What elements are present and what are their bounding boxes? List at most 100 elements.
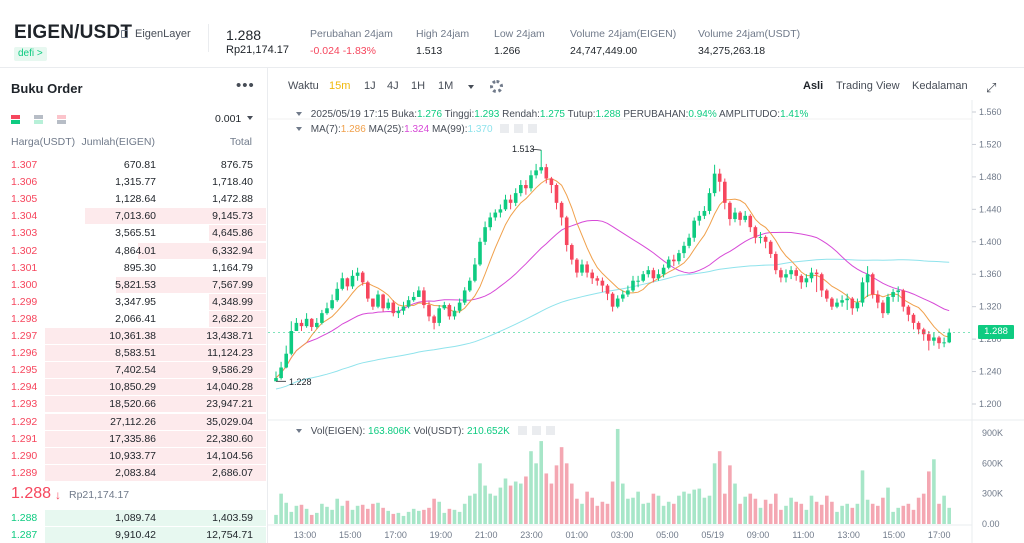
ask-row[interactable]: 1.290 10,933.77 14,104.56 bbox=[0, 447, 268, 464]
candle-body bbox=[840, 300, 844, 303]
candle-body bbox=[717, 173, 722, 182]
row-amount: 3,565.51 bbox=[115, 227, 156, 240]
expand-icon[interactable]: ⤢ bbox=[986, 80, 997, 95]
ask-row[interactable]: 1.302 4,864.01 6,332.94 bbox=[0, 242, 268, 259]
candle-body bbox=[345, 278, 350, 287]
candle-body bbox=[615, 298, 620, 307]
interval-4j[interactable]: 4J bbox=[387, 80, 399, 92]
more-horizontal-icon[interactable]: ••• bbox=[236, 77, 255, 94]
candlestick-chart[interactable]: 1.560 1.520 1.480 1.440 1.400 1.360 1.320 1.280… bbox=[268, 100, 1024, 543]
candle-body bbox=[677, 253, 681, 262]
close-icon[interactable] bbox=[528, 124, 538, 133]
volume-bar bbox=[646, 502, 651, 524]
volume-bar bbox=[600, 501, 605, 524]
interval-1h[interactable]: 1H bbox=[411, 80, 426, 92]
interval-1j[interactable]: 1J bbox=[364, 80, 376, 92]
settings-icon[interactable] bbox=[531, 426, 541, 435]
ask-row[interactable]: 1.298 2,066.41 2,682.20 bbox=[0, 310, 268, 327]
row-price: 1.299 bbox=[11, 295, 38, 308]
row-total: 13,438.71 bbox=[206, 330, 253, 342]
volume-bar bbox=[549, 483, 554, 524]
volume-bar bbox=[819, 504, 824, 524]
candle-body bbox=[707, 193, 712, 211]
eye-icon[interactable] bbox=[517, 426, 527, 435]
interval-15m[interactable]: 15m bbox=[329, 80, 351, 92]
time-tick-label: 13:00 bbox=[294, 530, 317, 540]
row-amount: 5,821.53 bbox=[115, 278, 156, 291]
volume-bar bbox=[386, 510, 390, 524]
settings-icon[interactable] bbox=[514, 124, 524, 133]
ask-row[interactable]: 1.306 1,315.77 1,718.40 bbox=[0, 173, 268, 190]
view-asks-icon[interactable] bbox=[57, 115, 66, 124]
ask-row[interactable]: 1.299 3,347.95 4,348.99 bbox=[0, 293, 268, 310]
interval-1m[interactable]: 1M bbox=[438, 80, 454, 92]
candle-body bbox=[692, 220, 696, 238]
candle-body bbox=[819, 274, 824, 291]
ask-row[interactable]: 1.307 670.81 876.75 bbox=[0, 156, 268, 173]
precision-select[interactable]: 0.001 bbox=[215, 113, 242, 125]
ask-row[interactable]: 1.297 10,361.38 13,438.71 bbox=[0, 327, 268, 344]
volume-bar bbox=[585, 491, 589, 524]
row-total: 7,567.99 bbox=[212, 278, 253, 291]
collapse-caret-icon[interactable] bbox=[296, 127, 302, 131]
candle-body bbox=[570, 245, 574, 260]
row-amount: 9,910.42 bbox=[115, 529, 156, 542]
ask-row[interactable]: 1.292 27,112.26 35,029.04 bbox=[0, 413, 268, 430]
time-tick-label: 17:00 bbox=[928, 530, 951, 540]
depth-bar bbox=[115, 276, 266, 293]
candle-body bbox=[350, 275, 355, 287]
volume-bar bbox=[804, 509, 809, 524]
category-tag[interactable]: defi > bbox=[14, 47, 47, 61]
close-icon[interactable] bbox=[545, 426, 555, 435]
candle-body bbox=[539, 167, 543, 171]
row-amount: 1,315.77 bbox=[115, 176, 156, 189]
interval-more-chevron-icon[interactable] bbox=[468, 85, 474, 89]
ask-row[interactable]: 1.294 10,850.29 14,040.28 bbox=[0, 378, 268, 396]
ask-row[interactable]: 1.296 8,583.51 11,124.23 bbox=[0, 344, 268, 362]
candle-body bbox=[437, 308, 441, 323]
depth-bar bbox=[45, 396, 266, 413]
collapse-caret-icon[interactable] bbox=[296, 112, 302, 116]
candle-body bbox=[284, 353, 288, 368]
ask-row[interactable]: 1.293 18,520.66 23,947.21 bbox=[0, 395, 268, 413]
collapse-caret-icon[interactable] bbox=[296, 429, 302, 433]
gear-icon[interactable] bbox=[490, 80, 503, 93]
view-tradingview[interactable]: Trading View bbox=[836, 80, 900, 92]
volume-bar bbox=[406, 511, 411, 524]
view-original[interactable]: Asli bbox=[803, 80, 824, 92]
row-total: 22,380.60 bbox=[206, 432, 253, 445]
ask-row[interactable]: 1.289 2,083.84 2,686.07 bbox=[0, 464, 268, 481]
ask-row[interactable]: 1.305 1,128.64 1,472.88 bbox=[0, 190, 268, 207]
candle-body bbox=[666, 259, 671, 268]
bid-row[interactable]: 1.287 9,910.42 12,754.71 bbox=[0, 526, 268, 543]
volume-bar bbox=[457, 511, 462, 524]
volume-bar bbox=[728, 465, 732, 524]
volume-bar bbox=[417, 510, 421, 524]
chevron-down-icon[interactable] bbox=[247, 116, 253, 120]
pair-title[interactable]: EIGEN/USDT bbox=[14, 22, 133, 43]
candle-body bbox=[417, 290, 421, 297]
view-bids-icon[interactable] bbox=[34, 115, 43, 124]
volume-bar bbox=[626, 498, 630, 524]
row-price: 1.298 bbox=[11, 312, 38, 325]
candle-body bbox=[636, 280, 640, 282]
view-depth[interactable]: Kedalaman bbox=[912, 80, 968, 92]
project-name[interactable]: EigenLayer bbox=[135, 28, 191, 40]
ask-row[interactable]: 1.301 895.30 1,164.79 bbox=[0, 259, 268, 276]
candle-body bbox=[626, 290, 630, 295]
view-both-icon[interactable] bbox=[11, 115, 20, 124]
ask-row[interactable]: 1.291 17,335.86 22,380.60 bbox=[0, 430, 268, 447]
volume-bar bbox=[891, 511, 895, 524]
ask-row[interactable]: 1.300 5,821.53 7,567.99 bbox=[0, 276, 268, 293]
ask-row[interactable]: 1.303 3,565.51 4,645.86 bbox=[0, 224, 268, 242]
row-total: 1,472.88 bbox=[212, 193, 253, 206]
ask-row[interactable]: 1.304 7,013.60 9,145.73 bbox=[0, 207, 268, 225]
eye-icon[interactable] bbox=[500, 124, 510, 133]
bid-row[interactable]: 1.288 1,089.74 1,403.59 bbox=[0, 509, 268, 526]
volume-bar bbox=[636, 491, 640, 524]
volume-bar bbox=[717, 451, 722, 524]
ask-row[interactable]: 1.295 7,402.54 9,586.29 bbox=[0, 361, 268, 379]
volume-bar bbox=[437, 501, 441, 524]
candle-body bbox=[595, 278, 600, 281]
depth-bar bbox=[208, 293, 266, 310]
